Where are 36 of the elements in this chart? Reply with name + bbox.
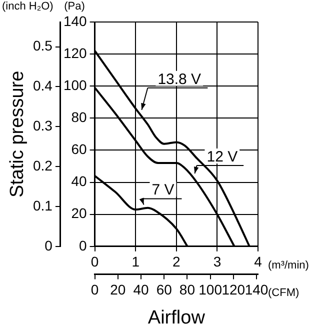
x-tick-label: 4: [254, 254, 262, 270]
x-tick-label: 1: [132, 254, 140, 270]
y2-tick-label: 0.3: [32, 117, 53, 134]
y-tick-label: 60: [71, 141, 88, 158]
y2-tick-label: 0.1: [32, 197, 53, 214]
y2-tick-label: 0.2: [32, 157, 53, 174]
y-tick-label: 100: [63, 76, 88, 93]
y2-tick-label: 0: [44, 237, 53, 254]
y-tick-label: 120: [63, 44, 88, 61]
y2-tick-label: 0.4: [32, 78, 53, 94]
x-tick-label: 2: [172, 254, 181, 270]
y2-axis-title: (inch H₂O): [2, 0, 54, 13]
y-tick-label: 20: [71, 205, 88, 222]
y-axis-title: (Pa): [64, 0, 85, 13]
x2-axis-title: (CFM): [268, 287, 300, 300]
y2-tick-label: 0.5: [32, 38, 53, 54]
x-tick-label: 0: [90, 254, 99, 270]
x-axis-title: (m³/min): [268, 259, 309, 272]
y-tick-label: 140: [63, 12, 88, 29]
x2-tick-label: 60: [156, 281, 172, 298]
x2-tick-label: 120: [222, 281, 246, 298]
x2-tick-label: 40: [133, 281, 150, 298]
x2-tick-label: 140: [244, 281, 268, 298]
series-label: 12 V: [206, 148, 238, 166]
x2-tick-label: 20: [110, 281, 126, 298]
y-tick-label: 80: [71, 109, 88, 126]
x-tick-label: 3: [213, 254, 222, 270]
series-label: 7 V: [152, 182, 174, 199]
y-tick-label: 40: [71, 173, 88, 190]
y-tick-label: 0: [79, 237, 88, 254]
x2-tick-label: 100: [198, 281, 222, 298]
text: Airflow: [148, 308, 206, 329]
x2-tick-label: 80: [179, 281, 196, 298]
x2-tick-label: 0: [90, 281, 99, 298]
text: Static pressure: [7, 70, 28, 198]
text: 13.8 V: [158, 70, 202, 88]
